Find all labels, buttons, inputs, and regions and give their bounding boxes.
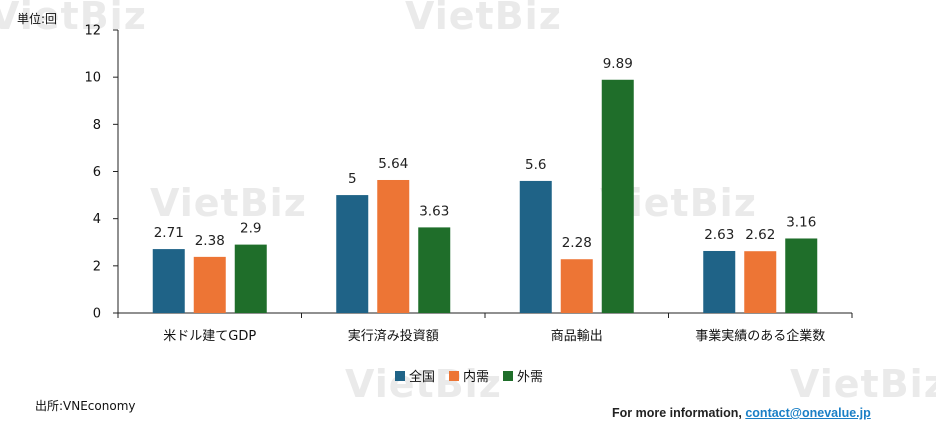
bar [418, 227, 451, 313]
y-tick-label: 0 [93, 307, 101, 322]
legend-label: 内需 [463, 370, 490, 385]
watermark: VietBiz [150, 181, 307, 225]
x-axis: 米ドル建てGDP 実行済み投資額 商品輸出 事業実績のある企業数 [117, 312, 853, 344]
y-tick-label: 10 [84, 71, 101, 86]
bar [560, 259, 593, 313]
y-axis: 0 2 4 6 8 10 12 [84, 24, 119, 322]
data-label: 2.28 [562, 235, 592, 251]
bar [519, 180, 552, 313]
bar [785, 238, 818, 313]
data-label: 2.71 [154, 225, 184, 241]
bar [193, 256, 226, 313]
bar [601, 79, 634, 313]
watermark: VietBiz [405, 0, 562, 38]
data-label: 5 [348, 171, 357, 187]
data-label: 2.62 [745, 227, 775, 243]
legend-item: 内需 [449, 366, 489, 385]
watermark: VietBiz [790, 362, 936, 406]
legend-swatch [395, 370, 405, 381]
bars [152, 79, 818, 313]
y-tick-label: 6 [93, 165, 101, 180]
unit-label: 単位:回 [17, 12, 58, 26]
legend-swatch [503, 370, 514, 381]
y-tick-label: 4 [93, 212, 101, 227]
data-label: 3.63 [419, 203, 449, 219]
legend-item: 全国 [395, 366, 435, 385]
bar [703, 250, 736, 313]
category-label: 実行済み投資額 [348, 328, 439, 344]
bar [152, 249, 185, 313]
data-label: 2.9 [240, 221, 261, 237]
data-label: 2.38 [195, 233, 225, 249]
data-label: 2.63 [704, 227, 734, 243]
watermark: VietBiz [345, 362, 502, 406]
bar [744, 251, 777, 313]
watermark: VietBiz [0, 0, 147, 38]
category-label: 商品輸出 [551, 329, 603, 344]
source-label: 出所:VNEconomy [35, 399, 136, 413]
data-label: 9.89 [603, 56, 633, 72]
y-tick-label: 8 [93, 118, 101, 133]
legend-label: 全国 [409, 370, 436, 385]
contact-link[interactable]: contact@onevalue.jp [745, 406, 871, 420]
category-label: 事業実績のある企業数 [695, 328, 825, 344]
data-label: 5.64 [378, 156, 408, 172]
bar [377, 179, 410, 313]
legend-label: 外需 [517, 370, 544, 385]
data-label: 5.6 [525, 157, 546, 173]
legend-item: 外需 [503, 366, 543, 385]
data-labels: 2.71 2.38 2.9 5 5.64 3.63 5.6 2.28 9.89 2.63 2.62 3… [154, 56, 817, 251]
footer: For more information, contact@onevalue.j… [612, 406, 871, 420]
bar [336, 195, 369, 313]
y-tick-label: 12 [84, 24, 101, 39]
footer-text: For more information, [612, 406, 746, 420]
legend: 全国 内需 外需 [395, 366, 543, 385]
y-tick-label: 2 [93, 259, 101, 274]
bar [234, 244, 267, 313]
legend-swatch [449, 370, 460, 381]
data-label: 3.16 [786, 214, 816, 230]
category-label: 米ドル建てGDP [163, 329, 256, 344]
